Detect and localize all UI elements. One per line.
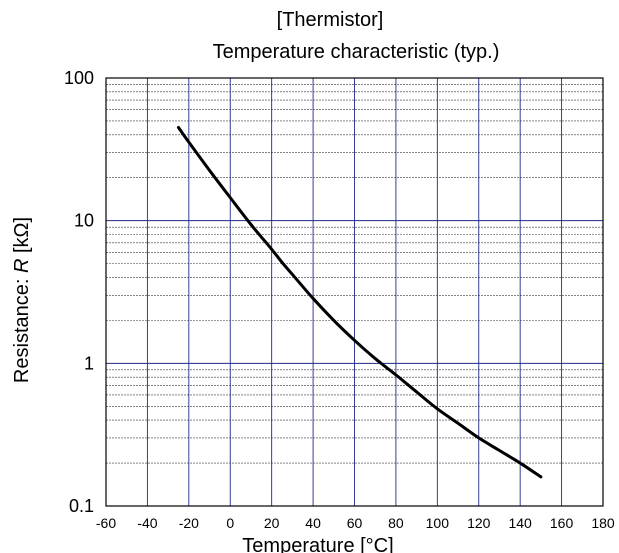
x-tick-label: 60 (347, 515, 363, 531)
plot-frame (105, 77, 604, 507)
x-tick-label: 20 (264, 515, 280, 531)
y-tick-label: 1 (84, 353, 94, 373)
chart-title-line2: Temperature characteristic (typ.) (213, 41, 500, 63)
x-tick-label: 100 (426, 515, 450, 531)
x-tick-labels: -60 -40 -20 0 20 40 60 80 100 120 140 160 180 (96, 515, 615, 531)
x-tick-label: 140 (508, 515, 532, 531)
x-tick-label: 160 (550, 515, 574, 531)
y-axis-label: Resistance: R [kΩ] (11, 217, 33, 383)
resistance-curve (176, 125, 543, 479)
x-tick-label: -20 (179, 515, 199, 531)
x-axis-label: Temperature [°C] (242, 535, 393, 553)
y-tick-label: 0.1 (69, 496, 94, 516)
y-axis-label-prefix: Resistance: (11, 273, 33, 383)
y-axis-label-unit: [kΩ] (11, 217, 33, 259)
y-tick-label: 100 (64, 68, 94, 88)
y-tick-labels: 0.1 1 10 100 (64, 68, 94, 516)
x-tick-label: -60 (96, 515, 116, 531)
x-tick-label: 180 (591, 515, 615, 531)
x-tick-label: 80 (388, 515, 404, 531)
x-tick-label: -40 (137, 515, 157, 531)
major-grid (106, 78, 603, 506)
x-tick-label: 120 (467, 515, 491, 531)
chart-title-line1: [Thermistor] (277, 9, 384, 31)
x-tick-label: 0 (226, 515, 234, 531)
x-tick-label: 40 (305, 515, 321, 531)
y-axis-label-variable: R (11, 259, 33, 273)
curve-layer (176, 125, 543, 479)
y-tick-label: 10 (74, 211, 94, 231)
